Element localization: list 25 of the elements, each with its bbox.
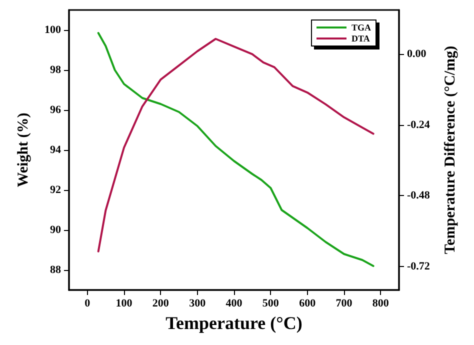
x-tick-label: 200 bbox=[152, 298, 170, 310]
x-tick-label: 300 bbox=[189, 298, 206, 310]
y-tick-label: 98 bbox=[50, 64, 62, 76]
y-tick-label: 88 bbox=[50, 264, 62, 276]
y-tick-label: 94 bbox=[50, 144, 62, 156]
x-axis-title: Temperature (°C) bbox=[166, 313, 302, 333]
legend-label: TGA bbox=[351, 22, 372, 32]
x-tick-label: 800 bbox=[372, 298, 390, 310]
y-tick-label: 92 bbox=[50, 184, 62, 196]
y-tick-label: 90 bbox=[50, 224, 62, 236]
legend-label: DTA bbox=[351, 34, 370, 44]
y2-tick-label: -0.72 bbox=[407, 260, 430, 272]
y2-tick-label: -0.48 bbox=[407, 190, 430, 202]
x-tick-label: 600 bbox=[299, 298, 316, 310]
y-tick-label: 100 bbox=[44, 24, 62, 36]
x-tick-label: 0 bbox=[84, 298, 91, 310]
x-tick-label: 500 bbox=[262, 298, 280, 310]
x-tick-label: 700 bbox=[336, 298, 353, 310]
x-tick-label: 400 bbox=[226, 298, 243, 310]
y-tick-label: 96 bbox=[50, 104, 62, 116]
x-tick-label: 100 bbox=[116, 298, 133, 310]
y2-axis-title: Temperature Difference (°C/mg) bbox=[442, 46, 458, 254]
y2-tick-label: -0.24 bbox=[407, 118, 430, 131]
y-axis-title: Weight (%) bbox=[16, 112, 32, 188]
y2-tick-label: 0.00 bbox=[407, 48, 427, 60]
